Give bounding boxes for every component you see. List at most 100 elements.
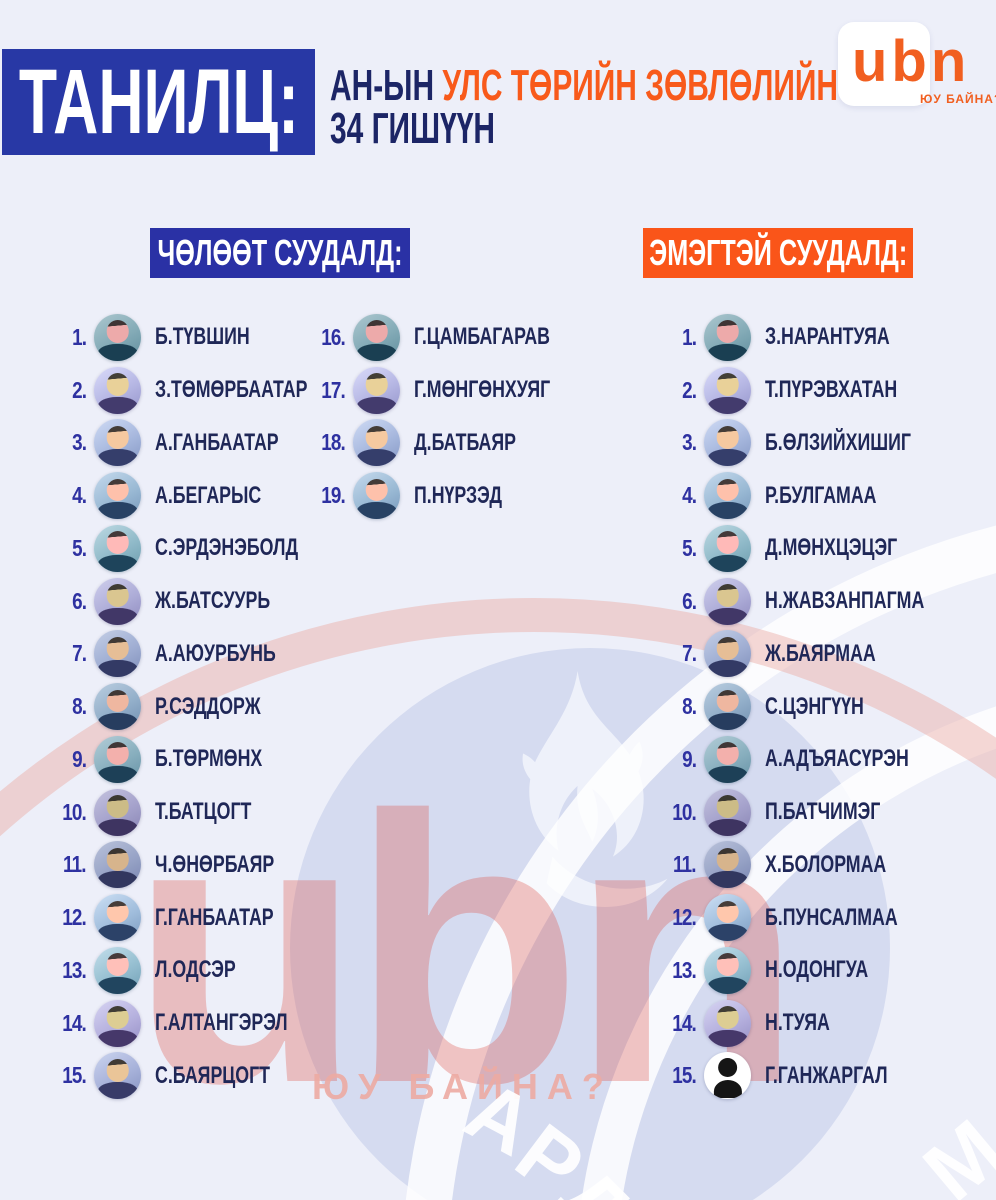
member-number-text: 1. <box>71 323 87 350</box>
member-name: Р.СЭДДОРЖ <box>155 692 298 720</box>
member-name-text: З.НАРАНТУЯА <box>765 323 890 351</box>
member-number-text: 13. <box>62 956 87 983</box>
member-name: Д.МӨНХЦЭЦЭГ <box>765 536 944 560</box>
member-name: П.НҮРЗЭД <box>414 481 533 509</box>
member-avatar <box>704 894 751 942</box>
member-name: С.БАЯРЦОГТ <box>155 1061 310 1089</box>
member-number-text: 11. <box>63 851 87 878</box>
member-number: 9. <box>666 745 697 773</box>
member-avatar <box>704 366 751 414</box>
member-row: 11. Х.БОЛОРМАА <box>666 839 966 892</box>
member-name-text: Ч.ӨНӨРБАЯР <box>155 850 275 878</box>
member-name-text: Ж.БАТСУУРЬ <box>155 587 271 615</box>
member-number-text: 10. <box>62 798 87 825</box>
member-name: Н.ОДОНГУА <box>765 958 905 982</box>
member-number-text: 15. <box>672 1062 697 1089</box>
member-row: 5. Д.МӨНХЦЭЦЭГ <box>666 522 966 575</box>
member-avatar <box>353 366 400 414</box>
member-avatar <box>94 946 141 994</box>
member-avatar <box>704 313 751 361</box>
member-name: П.БАТЧИМЭГ <box>765 800 921 824</box>
member-number-text: 8. <box>681 693 697 720</box>
member-row: 9. Б.ТӨРМӨНХ <box>56 733 316 786</box>
member-number-text: 3. <box>71 429 87 456</box>
women-seats-column: 1. З.НАРАНТУЯА 2. Т.ПҮРЭВХАТАН 3. Б.ӨЛЗИ… <box>666 311 966 1102</box>
member-number: 3. <box>56 429 87 456</box>
member-number: 9. <box>56 746 87 773</box>
member-name-text: Д.МӨНХЦЭЦЭГ <box>765 534 898 562</box>
member-avatar <box>704 788 751 836</box>
member-avatar <box>704 472 751 520</box>
logo-tagline: ЮУ БАЙНА? <box>920 92 996 106</box>
member-number-text: 9. <box>681 745 697 772</box>
member-name-text: А.БЕГАРЫС <box>155 481 262 509</box>
member-name-text: С.ЭРДЭНЭБОЛД <box>155 534 299 562</box>
member-number: 6. <box>56 588 87 615</box>
member-avatar <box>94 735 141 783</box>
member-number-text: 13. <box>672 956 697 983</box>
member-row: 12. Г.ГАНБААТАР <box>56 891 316 944</box>
member-avatar <box>704 683 751 731</box>
member-avatar <box>704 999 751 1047</box>
member-number-text: 4. <box>71 482 87 509</box>
member-number: 11. <box>666 851 697 878</box>
member-row: 10. П.БАТЧИМЭГ <box>666 786 966 839</box>
member-avatar <box>704 630 751 678</box>
member-row: 2. З.ТӨМӨРБААТАР <box>56 364 316 417</box>
member-number: 13. <box>56 956 87 984</box>
member-row: 4. Р.БУЛГАМАА <box>666 469 966 522</box>
member-number-text: 5. <box>681 534 697 561</box>
member-name: Т.ПҮРЭВХАТАН <box>765 378 944 402</box>
member-number: 7. <box>56 640 87 667</box>
member-number-text: 8. <box>71 693 87 720</box>
member-row: 13. Н.ОДОНГУА <box>666 944 966 997</box>
member-name-text: С.БАЯРЦОГТ <box>155 1061 270 1089</box>
member-name-text: Ж.БАЯРМАА <box>765 639 876 667</box>
member-name: Г.ГАНБААТАР <box>155 905 315 930</box>
member-name: Н.ТУЯА <box>765 1011 853 1035</box>
member-avatar <box>704 1052 751 1100</box>
member-avatar <box>94 999 141 1047</box>
member-row: 1. З.НАРАНТУЯА <box>666 311 966 364</box>
member-name-text: Т.БАТЦОГТ <box>155 798 252 826</box>
section-header-free-seats: ЧӨЛӨӨТ СУУДАЛД: <box>150 228 410 278</box>
member-name-text: Г.МӨНГӨНХУЯГ <box>414 376 551 404</box>
title-line-1: АН-ЫН УЛС ТӨРИЙН ЗӨВЛӨЛИЙН <box>330 64 996 108</box>
tagline-watermark: ЮУ БАЙНА? <box>312 1066 613 1107</box>
member-avatar <box>94 524 141 572</box>
member-name: З.НАРАНТУЯА <box>765 325 934 349</box>
member-row: 17. Г.МӨНГӨНХУЯГ <box>315 364 575 417</box>
member-name-text: Д.БАТБАЯР <box>414 428 516 456</box>
member-number: 13. <box>666 956 697 984</box>
member-avatar <box>353 313 400 361</box>
member-name-text: Х.БОЛОРМАА <box>765 850 887 878</box>
member-row: 11. Ч.ӨНӨРБАЯР <box>56 839 316 892</box>
member-avatar <box>704 419 751 467</box>
member-row: 13. Л.ОДСЭР <box>56 944 316 997</box>
member-name: С.ЦЭНГҮҮН <box>765 692 899 720</box>
member-avatar <box>94 472 141 520</box>
member-name-text: З.ТӨМӨРБААТАР <box>155 376 308 404</box>
member-row: 5. С.ЭРДЭНЭБОЛД <box>56 522 316 575</box>
member-name-text: Б.ТӨРМӨНХ <box>155 745 263 773</box>
member-name-text: Р.БУЛГАМАА <box>765 481 877 509</box>
member-name-text: П.НҮРЗЭД <box>414 481 502 509</box>
member-number-text: 4. <box>681 482 697 509</box>
member-name-text: А.АДЪЯАСҮРЭН <box>765 745 909 773</box>
member-name-text: Н.ЖАВЗАНПАГМА <box>765 587 925 615</box>
member-number-text: 15. <box>62 1062 87 1089</box>
member-name-text: Р.СЭДДОРЖ <box>155 692 261 720</box>
member-name-text: Б.ӨЛЗИЙХИШИГ <box>765 428 911 456</box>
member-avatar <box>704 735 751 783</box>
member-avatar <box>94 683 141 731</box>
member-number: 8. <box>666 693 697 720</box>
member-avatar <box>94 313 141 361</box>
member-number: 15. <box>56 1062 87 1089</box>
member-name-text: С.ЦЭНГҮҮН <box>765 692 864 720</box>
member-name: Б.ӨЛЗИЙХИШИГ <box>765 428 962 456</box>
member-avatar <box>353 419 400 467</box>
member-number-text: 7. <box>681 640 697 667</box>
member-name: З.ТӨМӨРБААТАР <box>155 378 361 402</box>
member-name-text: Б.ПУНСАЛМАА <box>765 903 898 931</box>
edge-letter-watermark: М <box>905 1101 996 1200</box>
